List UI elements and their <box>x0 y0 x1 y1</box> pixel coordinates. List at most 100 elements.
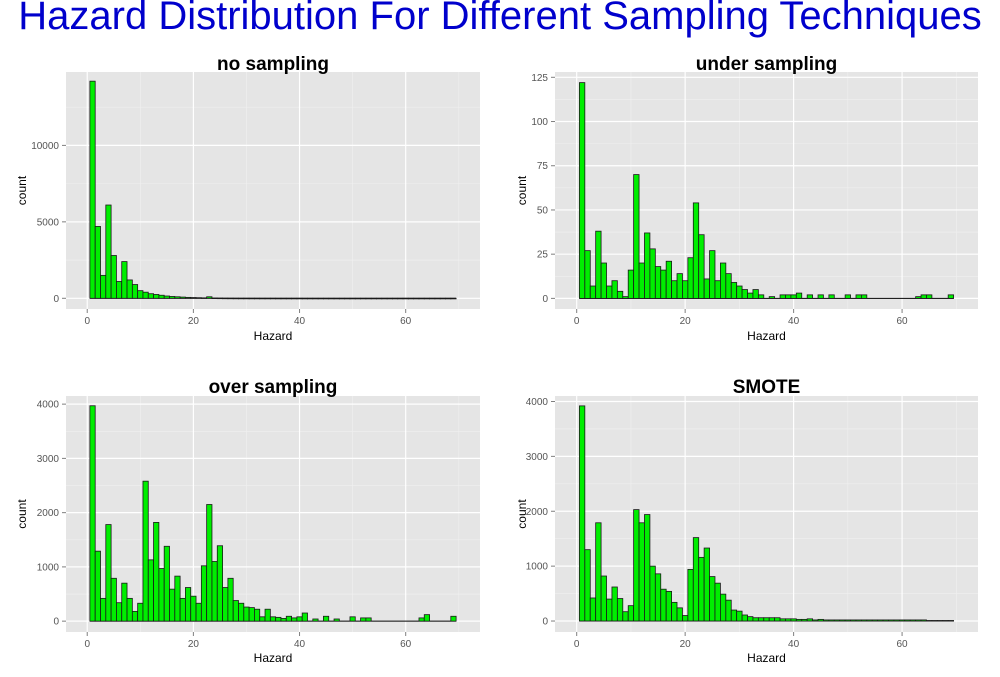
histogram-bar <box>584 250 591 299</box>
histogram-bar <box>714 280 721 299</box>
x-tick-label: 20 <box>680 316 692 327</box>
histogram-bar <box>752 289 759 299</box>
panel-title: under sampling <box>696 54 837 75</box>
histogram-bar <box>806 618 813 622</box>
histogram-bar <box>89 405 96 622</box>
histogram-bar <box>736 610 743 622</box>
histogram-bar <box>579 405 586 622</box>
histogram-bar <box>584 549 591 622</box>
histogram-bar <box>877 619 884 622</box>
histogram-bar <box>768 617 776 622</box>
histogram-bar <box>100 597 107 622</box>
histogram-bar <box>904 619 911 622</box>
panel-2: 0 20 40 60 0 1000 2000 3000 4000 over sampling Haz… <box>15 377 480 665</box>
histogram-bar <box>595 522 602 622</box>
histogram-bar <box>179 296 186 299</box>
histogram-bar <box>665 590 672 622</box>
histogram-bar <box>736 285 743 299</box>
histogram-bar <box>392 297 399 300</box>
histogram-bar <box>131 610 139 622</box>
histogram-bar <box>200 565 208 622</box>
histogram-bar <box>418 617 425 622</box>
histogram-bar <box>795 618 803 622</box>
histogram-bar <box>243 606 250 622</box>
histogram-bar <box>682 615 689 622</box>
histogram-bar <box>606 598 613 622</box>
histogram-bar <box>627 269 635 299</box>
histogram-bar <box>238 602 245 622</box>
histogram-bar <box>232 297 239 300</box>
histogram-bar <box>947 294 954 299</box>
page-title: Hazard Distribution For Different Sampli… <box>18 0 982 38</box>
plot-background <box>555 72 978 309</box>
y-axis-label: count <box>515 175 529 205</box>
histogram-bar <box>445 297 452 300</box>
histogram-bar <box>323 615 330 622</box>
histogram-bar <box>589 285 597 299</box>
histogram-bar <box>222 297 229 300</box>
histogram-bar <box>216 297 223 300</box>
histogram-bar <box>909 619 917 622</box>
histogram-bar <box>671 280 678 299</box>
histogram-bar <box>280 618 287 622</box>
x-tick-label: 20 <box>188 639 200 650</box>
histogram-bar <box>687 257 694 299</box>
y-tick-label: 2000 <box>526 507 549 518</box>
histogram-bar <box>407 297 415 300</box>
histogram-bar <box>227 577 234 622</box>
histogram-bar <box>703 278 710 299</box>
histogram-bar <box>174 575 181 622</box>
histogram-bar <box>243 297 250 300</box>
histogram-bar <box>312 297 319 300</box>
histogram-bar <box>450 615 457 622</box>
x-tick-label: 40 <box>788 639 800 650</box>
plot-background <box>555 396 978 632</box>
histogram-bar <box>795 292 803 299</box>
histogram-bar <box>280 297 287 300</box>
histogram-bar <box>434 297 441 300</box>
panel-3: 0 20 40 60 0 1000 2000 3000 4000 SMOTE Hazard count <box>515 377 978 665</box>
histogram-bar <box>147 293 154 299</box>
histogram-bar <box>296 616 303 622</box>
histogram-bar <box>616 598 624 622</box>
y-tick-label: 1000 <box>37 562 60 573</box>
y-tick-label: 2000 <box>37 508 60 519</box>
histogram-bar <box>785 294 792 299</box>
histogram-bar <box>153 294 160 299</box>
histogram-bar <box>264 297 271 300</box>
histogram-bar <box>768 296 776 299</box>
histogram-bar <box>644 514 651 622</box>
panel-title: no sampling <box>217 54 329 75</box>
histogram-bar <box>232 600 239 622</box>
histogram-bar <box>360 297 367 300</box>
histogram-bar <box>730 609 738 622</box>
x-tick-label: 0 <box>84 316 90 327</box>
histogram-bar <box>185 587 192 622</box>
panel-0: 0 20 40 60 0 5000 10000 no sampling Hazard count <box>15 54 480 343</box>
histogram-bar <box>828 619 835 622</box>
histogram-bar <box>179 597 186 622</box>
y-tick-label: 0 <box>542 617 548 628</box>
histogram-bar <box>338 297 346 300</box>
histogram-bar <box>110 255 117 299</box>
histogram-bar <box>926 620 933 622</box>
y-axis-label: count <box>515 499 529 529</box>
histogram-bar <box>137 602 144 622</box>
histogram-bar <box>844 619 851 622</box>
histogram-bar <box>774 617 781 622</box>
histogram-bar <box>752 617 759 622</box>
histogram-bar <box>931 620 938 622</box>
x-axis-label: Hazard <box>747 329 786 343</box>
histogram-bar <box>174 296 181 299</box>
histogram-bar <box>627 605 635 622</box>
histogram-bar <box>296 297 303 300</box>
histogram-bar <box>790 294 797 299</box>
histogram-bar <box>344 297 351 300</box>
x-tick-label: 40 <box>788 316 800 327</box>
histogram-bar <box>301 612 308 622</box>
histogram-bar <box>926 294 933 299</box>
histogram-bar <box>616 290 624 299</box>
histogram-bar <box>323 297 330 300</box>
histogram-bar <box>720 262 727 299</box>
